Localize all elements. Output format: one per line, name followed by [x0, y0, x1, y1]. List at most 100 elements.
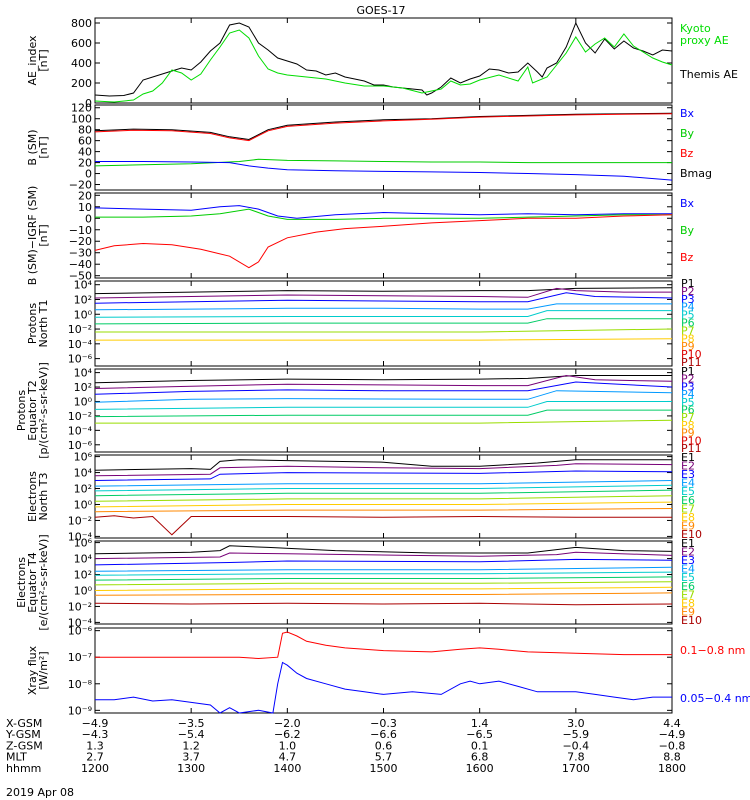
- series-line-p1: [94, 287, 673, 295]
- series-line-e1: [94, 459, 672, 471]
- x-tick-label: −5.4: [178, 728, 205, 741]
- panel-xray: 10⁻⁶ 10⁻⁷ 10⁻⁸ 10⁻⁹ Xray flux[W/m²] 0.1−0.8 n…: [26, 625, 750, 718]
- y-tick-label: 10⁻⁸: [68, 678, 93, 691]
- series-line-bz: [94, 113, 673, 142]
- series-line-e2: [94, 463, 673, 477]
- x-tick-label: −6.2: [274, 728, 301, 741]
- y-axis-label: [nT]: [37, 224, 50, 246]
- y-tick-label: 10⁴: [74, 467, 93, 480]
- x-tick-label: −0.3: [370, 717, 397, 730]
- x-tick-label: 6.8: [471, 751, 489, 764]
- series-line-p7: [95, 419, 673, 424]
- x-axis-row-label: Z-GSM: [6, 739, 43, 752]
- legend-entry: E1: [681, 451, 695, 464]
- legend-entry: Bz: [680, 147, 694, 160]
- series-line-e1: [94, 545, 673, 555]
- x-tick-label: 2.7: [86, 751, 104, 764]
- y-tick-label: 10⁴: [74, 279, 93, 292]
- legend-entry: E9: [681, 605, 695, 618]
- y-axis-label: AE_index: [26, 35, 39, 86]
- legend-entry: E6: [681, 494, 695, 507]
- x-tick-label: 3.0: [567, 717, 585, 730]
- legend-entry: proxy AE: [680, 34, 729, 47]
- legend-entry: E2: [681, 460, 695, 473]
- series-line-p3: [94, 292, 673, 304]
- y-tick-label: 10⁻²: [68, 410, 92, 423]
- series-line-bx: [94, 205, 672, 219]
- y-tick-label: 10⁻⁶: [68, 353, 93, 366]
- y-tick-label: 0: [85, 97, 92, 110]
- legend-entry: E7: [681, 502, 695, 515]
- y-tick-label: 40: [78, 146, 92, 159]
- series-line-bmag: [94, 112, 673, 141]
- x-tick-label: 0.6: [375, 739, 393, 752]
- y-tick-label: 10⁻²: [68, 323, 92, 336]
- series-line-by: [94, 158, 672, 167]
- panel-frame: [94, 104, 673, 191]
- series-line-themis-ae: [94, 21, 673, 97]
- y-axis-label: Xray flux: [26, 645, 39, 695]
- series-line-0-05-0-4-nm: [95, 661, 672, 714]
- legend-entry: P10: [681, 434, 702, 447]
- y-tick-label: 10⁰: [74, 395, 93, 408]
- legend-entry: E7: [681, 588, 695, 601]
- series-line-e6: [94, 489, 673, 497]
- chart-title: GOES-17: [356, 4, 405, 17]
- y-tick-label: −20: [69, 179, 92, 192]
- x-axis-row-label: MLT: [6, 751, 27, 764]
- legend-entry: E5: [681, 571, 695, 584]
- series-line-p4: [94, 390, 673, 403]
- series-line-e10: [94, 515, 672, 536]
- x-tick-label: −0.4: [562, 739, 589, 752]
- series-line-p2: [94, 374, 673, 389]
- y-tick-label: −20: [69, 235, 92, 248]
- legend-entry: E3: [681, 468, 695, 481]
- series-line-e10: [94, 602, 673, 606]
- legend-entry: P8: [681, 419, 695, 432]
- series-line-p7: [95, 328, 673, 333]
- y-tick-label: 0: [85, 168, 92, 181]
- y-tick-label: 10⁰: [74, 584, 93, 597]
- series-line-e3: [94, 558, 673, 566]
- y-tick-label: 10⁻²: [68, 600, 92, 613]
- series-line-p1: [94, 375, 672, 384]
- series-line-p2: [94, 287, 672, 299]
- date-label: 2019 Apr 08: [6, 786, 74, 799]
- y-tick-label: −50: [69, 270, 92, 283]
- y-tick-label: 10⁴: [74, 367, 93, 380]
- legend-entry: P1: [681, 277, 695, 290]
- x-tick-label: 1.4: [471, 717, 489, 730]
- series-line-0-1-0-8-nm: [95, 631, 672, 660]
- y-tick-label: 20: [78, 189, 92, 202]
- y-tick-label: 0: [85, 212, 92, 225]
- series-line-p3: [94, 381, 673, 395]
- legend-entry: E10: [681, 614, 702, 627]
- x-tick-label: 0.1: [471, 739, 489, 752]
- x-tick-label: 1.2: [182, 739, 200, 752]
- legend-entry: E10: [681, 528, 702, 541]
- panel-frame: [94, 17, 673, 104]
- legend-entry: Bx: [680, 107, 695, 120]
- legend-entry: P1: [681, 365, 695, 378]
- y-tick-label: 10⁻⁴: [68, 530, 93, 543]
- y-tick-label: 10⁶: [74, 451, 93, 464]
- legend-entry: E3: [681, 554, 695, 567]
- legend-entry: P8: [681, 332, 695, 345]
- y-tick-label: 80: [78, 124, 92, 137]
- legend-entry: Themis AE: [679, 68, 738, 81]
- y-axis-label: [nT]: [37, 136, 50, 158]
- x-tick-label: 5.7: [375, 751, 393, 764]
- x-tick-label: 1700: [562, 762, 590, 775]
- legend-entry: P5: [681, 309, 695, 322]
- x-axis-row-label: X-GSM: [6, 717, 42, 730]
- y-tick-label: 600: [71, 37, 92, 50]
- x-tick-label: 1300: [177, 762, 205, 775]
- x-tick-label: −3.5: [178, 717, 205, 730]
- x-tick-label: −6.6: [370, 728, 397, 741]
- legend-entry: 0.05−0.4 nm: [680, 692, 750, 705]
- legend-entry: P7: [681, 411, 695, 424]
- series-line-bz: [94, 214, 673, 269]
- x-tick-label: −4.3: [82, 728, 109, 741]
